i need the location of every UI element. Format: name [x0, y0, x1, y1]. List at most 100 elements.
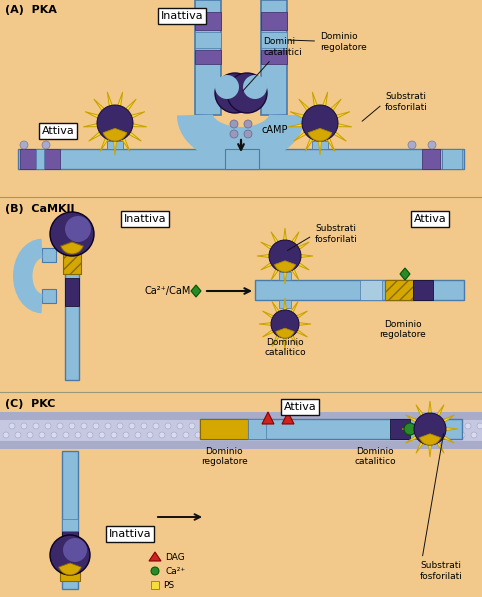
Bar	[195, 0, 221, 115]
Circle shape	[231, 432, 237, 438]
Circle shape	[302, 105, 338, 141]
Circle shape	[459, 432, 465, 438]
Circle shape	[57, 423, 63, 429]
Circle shape	[159, 432, 165, 438]
Bar	[200, 419, 248, 439]
Bar	[422, 149, 440, 169]
Wedge shape	[276, 328, 294, 338]
Circle shape	[273, 423, 279, 429]
Bar	[255, 280, 464, 300]
Circle shape	[375, 432, 381, 438]
Text: (B)  CaMKII: (B) CaMKII	[5, 204, 75, 214]
Circle shape	[405, 423, 411, 429]
Bar	[42, 289, 56, 303]
Circle shape	[141, 423, 147, 429]
Circle shape	[243, 432, 249, 438]
Circle shape	[230, 120, 238, 128]
Circle shape	[65, 222, 79, 236]
Bar	[261, 32, 287, 48]
Circle shape	[27, 432, 33, 438]
Text: Inattiva: Inattiva	[108, 529, 151, 539]
Bar	[0, 412, 482, 449]
Circle shape	[345, 423, 351, 429]
Bar	[225, 149, 259, 169]
Text: Inattiva: Inattiva	[124, 214, 166, 224]
Bar	[60, 559, 80, 581]
Circle shape	[147, 432, 153, 438]
Circle shape	[414, 413, 446, 445]
Wedge shape	[103, 128, 127, 141]
Circle shape	[297, 423, 303, 429]
Circle shape	[244, 120, 252, 128]
Text: cAMP: cAMP	[261, 125, 287, 135]
Text: Ca²⁺: Ca²⁺	[165, 567, 185, 576]
Circle shape	[219, 432, 225, 438]
Bar	[360, 280, 382, 300]
Circle shape	[227, 73, 267, 113]
Bar	[261, 12, 287, 30]
Bar	[0, 412, 482, 420]
Circle shape	[327, 432, 333, 438]
Circle shape	[201, 423, 207, 429]
Circle shape	[171, 432, 177, 438]
Circle shape	[183, 432, 189, 438]
Circle shape	[369, 423, 375, 429]
Circle shape	[21, 423, 27, 429]
Bar	[36, 149, 44, 169]
Bar	[261, 50, 287, 64]
Circle shape	[465, 423, 471, 429]
Bar	[413, 280, 433, 300]
Circle shape	[135, 432, 141, 438]
Bar	[390, 419, 410, 439]
Bar	[248, 419, 266, 439]
Bar	[62, 531, 78, 547]
Circle shape	[291, 432, 297, 438]
Circle shape	[151, 567, 159, 575]
Circle shape	[381, 423, 387, 429]
Circle shape	[111, 432, 117, 438]
Bar	[65, 278, 79, 306]
Circle shape	[411, 432, 417, 438]
Text: DAG: DAG	[165, 552, 185, 562]
Text: Dominio
regolatore: Dominio regolatore	[380, 320, 427, 340]
Wedge shape	[61, 242, 83, 254]
Polygon shape	[400, 268, 410, 280]
Circle shape	[237, 423, 243, 429]
Circle shape	[45, 423, 51, 429]
Circle shape	[189, 423, 195, 429]
Circle shape	[315, 432, 321, 438]
Circle shape	[357, 423, 363, 429]
Circle shape	[230, 130, 238, 138]
Polygon shape	[259, 298, 311, 350]
Bar	[442, 149, 462, 169]
Circle shape	[97, 105, 133, 141]
Text: Attiva: Attiva	[283, 402, 316, 412]
Text: Dominio
catalitico: Dominio catalitico	[264, 338, 306, 358]
Circle shape	[428, 141, 436, 149]
Circle shape	[105, 423, 111, 429]
Circle shape	[477, 423, 482, 429]
Circle shape	[255, 432, 261, 438]
Text: PS: PS	[163, 580, 174, 589]
Circle shape	[393, 423, 399, 429]
Bar	[62, 519, 78, 531]
Wedge shape	[308, 128, 332, 141]
Circle shape	[387, 432, 393, 438]
Text: Dominio
catalitico: Dominio catalitico	[354, 447, 396, 466]
Polygon shape	[262, 412, 274, 424]
Circle shape	[165, 423, 171, 429]
Circle shape	[123, 432, 129, 438]
Bar	[65, 229, 79, 380]
Circle shape	[87, 432, 93, 438]
Text: Inattiva: Inattiva	[161, 11, 203, 21]
Bar	[385, 280, 413, 300]
Circle shape	[441, 423, 447, 429]
Circle shape	[453, 423, 459, 429]
Circle shape	[339, 432, 345, 438]
Bar	[195, 32, 221, 48]
Circle shape	[20, 141, 28, 149]
Circle shape	[321, 423, 327, 429]
Circle shape	[33, 423, 39, 429]
Bar	[62, 451, 78, 589]
Circle shape	[429, 423, 435, 429]
